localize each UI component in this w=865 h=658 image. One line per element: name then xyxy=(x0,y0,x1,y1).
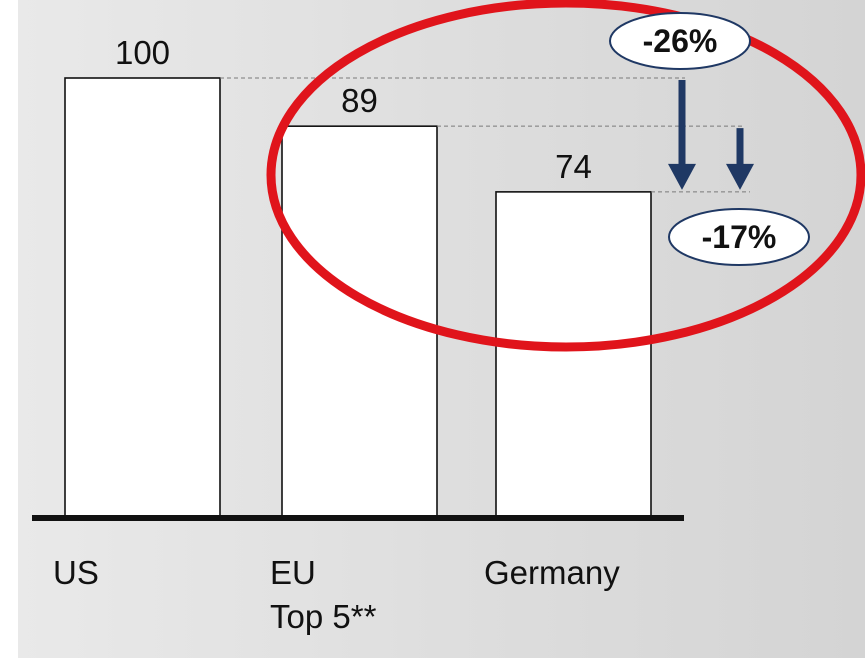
down-arrow-head-1 xyxy=(726,163,754,190)
percent-badge-text-1: -17% xyxy=(702,219,777,255)
reference-lines xyxy=(220,77,750,193)
bar-2 xyxy=(495,191,652,517)
category-label-1: EU xyxy=(270,554,316,591)
difference-arrows xyxy=(668,80,754,190)
data-label-1: 89 xyxy=(341,82,378,119)
data-label-0: 100 xyxy=(115,34,170,71)
category-label-2: Germany xyxy=(484,554,620,591)
percent-badge-1 xyxy=(668,208,810,266)
category-label-0: US xyxy=(53,554,99,591)
highlight-ring xyxy=(266,0,865,352)
down-arrow-head-0 xyxy=(668,163,696,190)
percent-badges: -26% -17% xyxy=(609,12,810,266)
data-labels: 100 89 74 xyxy=(115,34,592,185)
percent-badge-text-0: -26% xyxy=(643,23,718,59)
percent-badge-0 xyxy=(609,12,751,70)
category-labels: US EU Top 5** Germany xyxy=(53,554,620,635)
data-label-2: 74 xyxy=(555,148,592,185)
bar-0 xyxy=(64,77,221,517)
category-label-1-line2: Top 5** xyxy=(270,598,377,635)
